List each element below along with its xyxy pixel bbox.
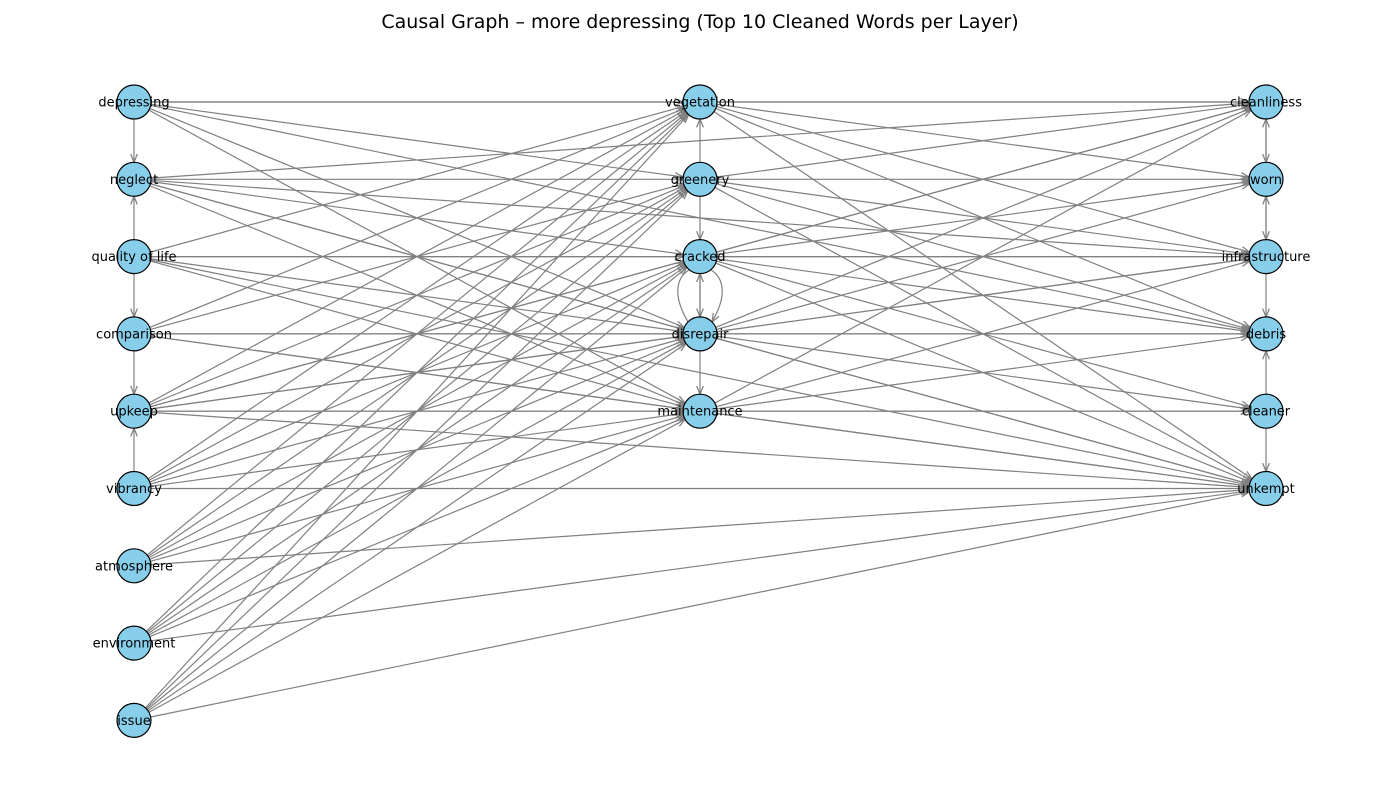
node-label-environment: environment <box>93 637 176 652</box>
node-label-cleaner: cleaner <box>1242 405 1291 420</box>
edge-neglect-to-infrastructure <box>150 179 1249 255</box>
node-label-quality-of-life: quality of life <box>91 250 176 265</box>
edge-atmosphere-to-vegetation <box>146 113 687 556</box>
node-label-maintenance: maintenance <box>657 405 742 420</box>
edge-neglect-to-cleanliness <box>150 103 1249 179</box>
node-label-issue: issue <box>117 714 150 729</box>
edge-environment-to-vegetation <box>145 114 687 632</box>
node-circle-cracked <box>682 239 718 275</box>
node-circle-issue <box>116 702 152 739</box>
node-label-greenery: greenery <box>671 173 730 188</box>
node-vegetation: vegetation <box>665 84 735 120</box>
node-circle-atmosphere <box>116 548 152 584</box>
node-circle-cleaner <box>1248 393 1284 429</box>
edge-comparison-to-vegetation <box>149 108 685 329</box>
node-cracked: cracked <box>675 239 726 275</box>
node-circle-comparison <box>116 316 152 352</box>
edge-upkeep-to-unkempt <box>150 411 1249 487</box>
node-label-upkeep: upkeep <box>110 405 158 420</box>
node-quality-of-life: quality of life <box>91 239 177 275</box>
node-label-vegetation: vegetation <box>665 96 735 111</box>
node-vibrancy: vibrancy <box>106 470 162 507</box>
edge-atmosphere-to-unkempt <box>150 490 1249 566</box>
edge-issue-to-disrepair <box>147 343 686 712</box>
node-label-cleanliness: cleanliness <box>1230 96 1302 111</box>
node-cleanliness: cleanliness <box>1230 84 1302 120</box>
node-disrepair: disrepair <box>672 316 730 352</box>
node-label-comparison: comparison <box>96 327 172 342</box>
nodes-layer: depressing neglect quality of life comparis… <box>91 84 1311 739</box>
edge-disrepair-to-cleanliness <box>715 108 1251 329</box>
edge-issue-to-maintenance <box>148 419 685 713</box>
node-circle-cleanliness <box>1248 84 1284 120</box>
node-label-cracked: cracked <box>675 250 726 265</box>
node-circle-upkeep <box>116 393 152 429</box>
node-circle-depressing <box>116 84 152 120</box>
node-depressing: depressing <box>98 84 170 120</box>
edge-depressing-to-greenery <box>150 103 683 177</box>
edge-issue-to-unkempt <box>150 492 1250 718</box>
edge-maintenance-to-infrastructure <box>716 261 1249 408</box>
edge-upkeep-to-vegetation <box>148 110 685 404</box>
node-comparison: comparison <box>96 316 172 352</box>
node-neglect: neglect <box>110 161 158 197</box>
edge-issue-to-vegetation <box>145 115 688 709</box>
node-atmosphere: atmosphere <box>95 548 173 584</box>
node-label-atmosphere: atmosphere <box>95 559 173 574</box>
edges-layer <box>134 102 1266 718</box>
node-label-disrepair: disrepair <box>672 327 730 342</box>
edge-vibrancy-to-vegetation <box>147 112 686 480</box>
edge-environment-to-unkempt <box>150 491 1249 642</box>
node-circle-environment <box>116 625 152 661</box>
node-upkeep: upkeep <box>110 393 158 429</box>
node-circle-quality-of-life <box>116 239 152 275</box>
node-circle-greenery <box>682 161 718 197</box>
node-label-depressing: depressing <box>98 96 169 111</box>
edge-quality-of-life-to-unkempt <box>150 259 1250 485</box>
edge-cracked-to-cleanliness <box>716 106 1249 253</box>
node-label-debris: debris <box>1246 327 1286 342</box>
node-circle-neglect <box>116 161 152 197</box>
node-circle-disrepair <box>682 316 718 352</box>
edge-maintenance-to-debris <box>716 336 1249 410</box>
node-circle-unkempt <box>1248 470 1284 507</box>
edge-maintenance-to-cleanliness <box>714 110 1251 404</box>
node-circle-infrastructure <box>1248 239 1284 275</box>
node-label-infrastructure: infrastructure <box>1222 250 1311 265</box>
node-maintenance: maintenance <box>657 393 743 429</box>
node-circle-worn <box>1248 161 1284 197</box>
node-environment: environment <box>93 625 176 661</box>
node-circle-debris <box>1248 316 1284 352</box>
edge-disrepair-to-infrastructure <box>716 259 1249 333</box>
graph-title: Causal Graph – more depressing (Top 10 C… <box>381 11 1019 33</box>
edge-maintenance-to-unkempt <box>716 412 1249 487</box>
edge-issue-to-cracked <box>146 267 687 711</box>
edge-greenery-to-cleanliness <box>716 104 1249 178</box>
edge-quality-of-life-to-vegetation <box>150 106 683 253</box>
node-unkempt: unkempt <box>1237 470 1295 507</box>
node-worn: worn <box>1248 161 1284 197</box>
node-label-unkempt: unkempt <box>1237 482 1295 497</box>
node-cleaner: cleaner <box>1242 393 1291 429</box>
node-greenery: greenery <box>671 161 730 197</box>
node-label-neglect: neglect <box>110 173 158 188</box>
node-circle-vibrancy <box>116 470 152 507</box>
node-circle-maintenance <box>682 393 718 429</box>
node-label-vibrancy: vibrancy <box>106 482 162 497</box>
edge-issue-to-greenery <box>145 191 687 710</box>
node-label-worn: worn <box>1250 173 1282 188</box>
node-issue: issue <box>116 702 152 739</box>
node-circle-vegetation <box>682 84 718 120</box>
node-infrastructure: infrastructure <box>1222 239 1311 275</box>
node-debris: debris <box>1246 316 1286 352</box>
